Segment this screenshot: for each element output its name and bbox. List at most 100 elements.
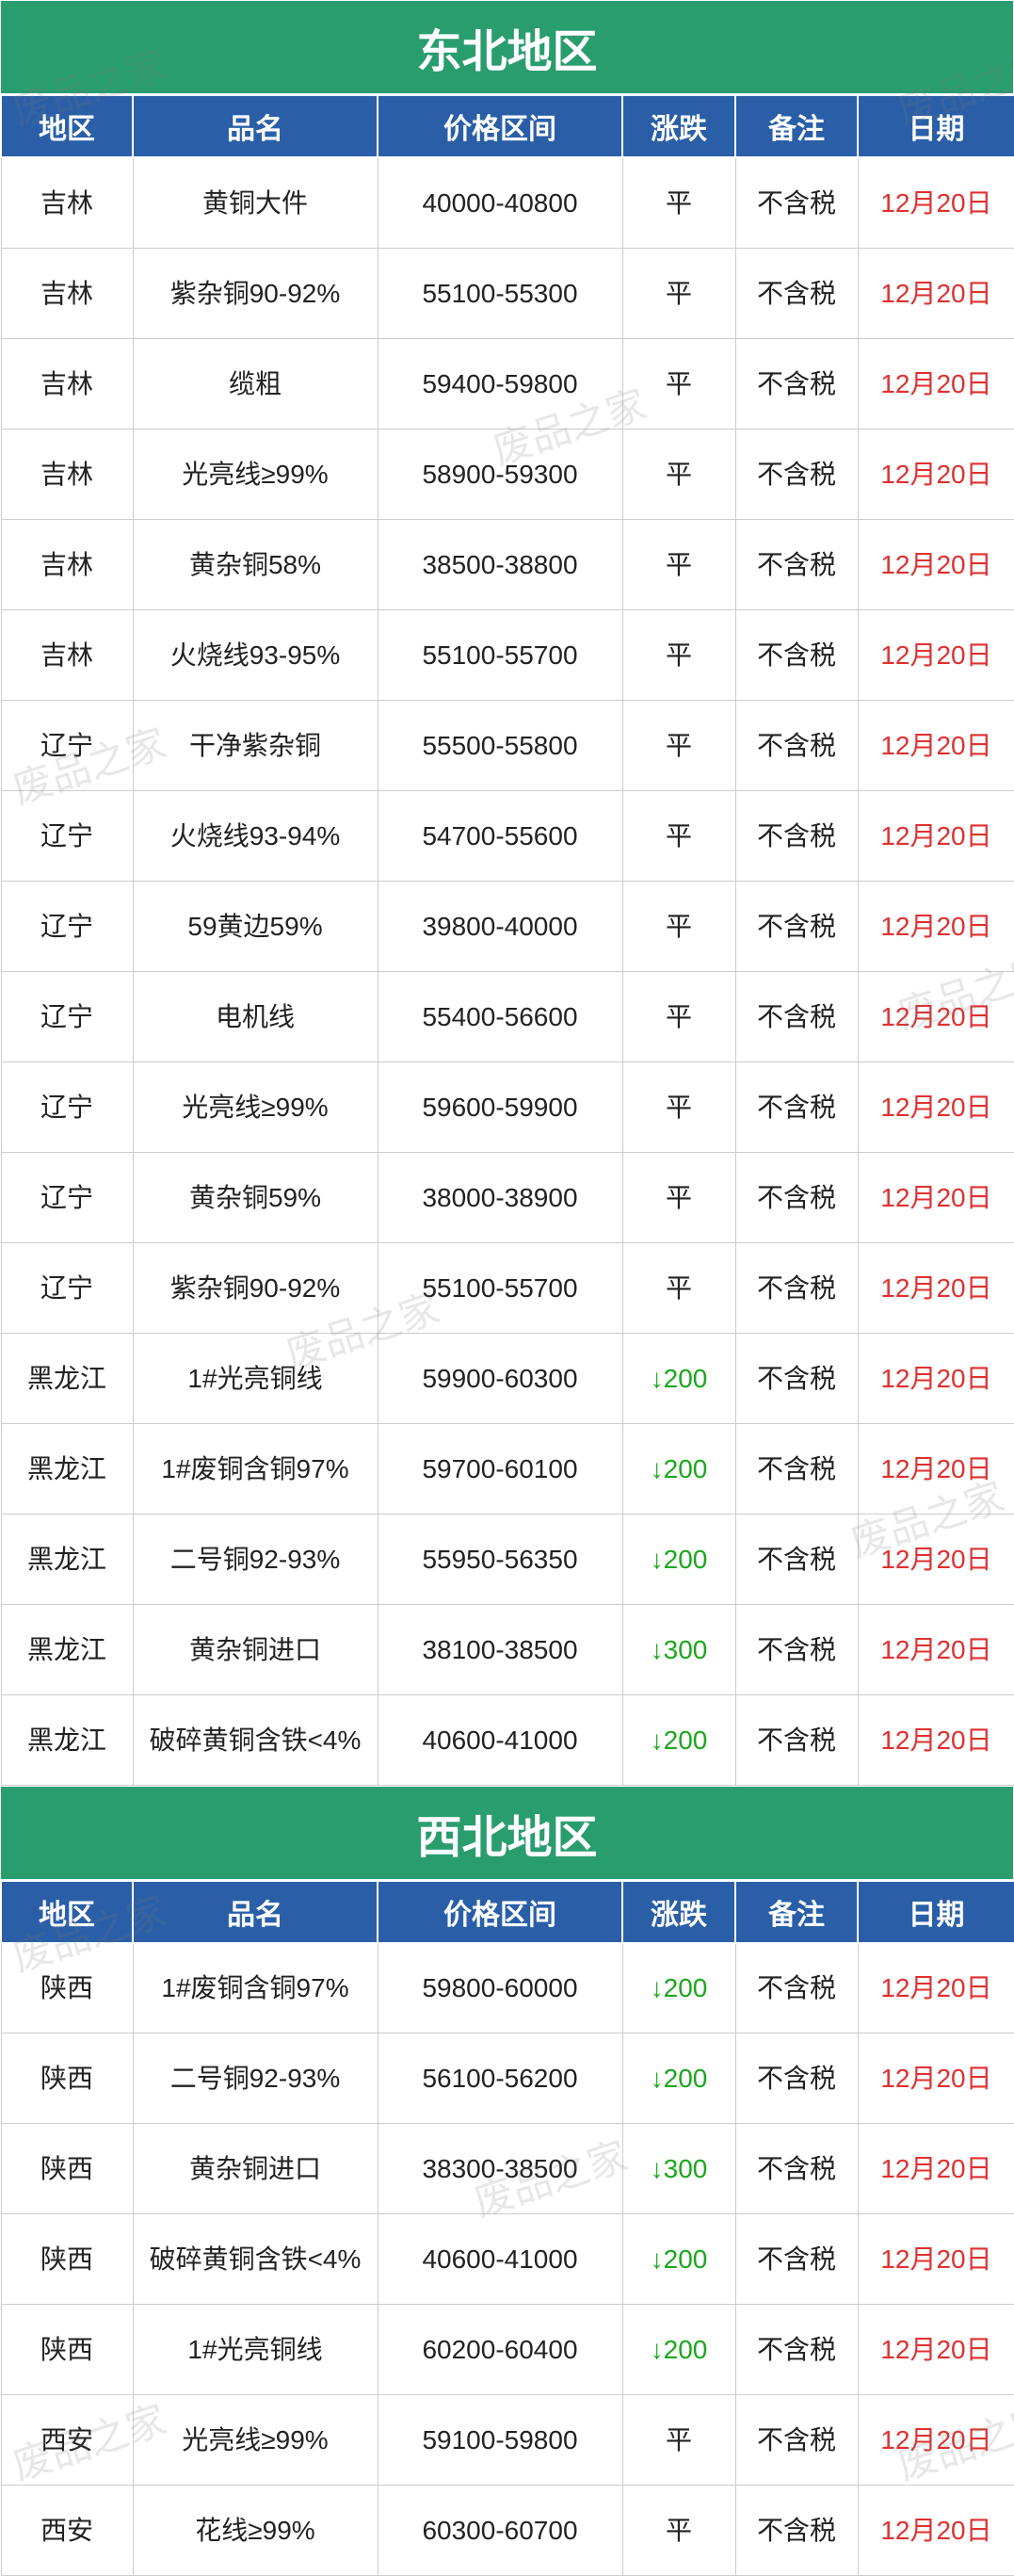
table-row: 黑龙江1#废铜含铜97%59700-60100↓200不含税12月20日 <box>1 1423 1014 1514</box>
note-cell: 不含税 <box>735 338 858 429</box>
region-cell: 陕西 <box>1 2033 133 2124</box>
note-cell: 不含税 <box>735 700 858 790</box>
product-name-cell: 破碎黄铜含铁<4% <box>133 2214 378 2305</box>
price-table: 地区品名价格区间涨跌备注日期陕西1#废铜含铜97%59800-60000↓200… <box>0 1880 1014 2576</box>
note-cell: 不含税 <box>735 1514 858 1604</box>
product-name-cell: 黄铜大件 <box>133 157 378 248</box>
date-cell: 12月20日 <box>858 1423 1014 1514</box>
table-row: 吉林黄杂铜58%38500-38800平不含税12月20日 <box>1 519 1014 609</box>
table-header-cell: 涨跌 <box>622 95 735 157</box>
date-cell: 12月20日 <box>858 338 1014 429</box>
change-cell: ↓200 <box>622 1694 735 1785</box>
price-range-cell: 59900-60300 <box>378 1333 622 1423</box>
price-range-cell: 38300-38500 <box>378 2124 622 2214</box>
change-cell: ↓300 <box>622 2124 735 2214</box>
date-cell: 12月20日 <box>858 609 1014 700</box>
note-cell: 不含税 <box>735 971 858 1061</box>
product-name-cell: 光亮线≥99% <box>133 429 378 519</box>
note-cell: 不含税 <box>735 1604 858 1694</box>
price-range-cell: 59100-59800 <box>378 2395 622 2486</box>
table-row: 辽宁紫杂铜90-92%55100-55700平不含税12月20日 <box>1 1242 1014 1333</box>
note-cell: 不含税 <box>735 519 858 609</box>
price-range-cell: 40600-41000 <box>378 2214 622 2305</box>
price-range-cell: 58900-59300 <box>378 429 622 519</box>
date-cell: 12月20日 <box>858 157 1014 248</box>
table-header-cell: 价格区间 <box>378 95 622 157</box>
date-cell: 12月20日 <box>858 881 1014 971</box>
date-cell: 12月20日 <box>858 1333 1014 1423</box>
price-range-cell: 55100-55700 <box>378 1242 622 1333</box>
note-cell: 不含税 <box>735 157 858 248</box>
change-cell: ↓200 <box>622 1943 735 2033</box>
change-cell: 平 <box>622 519 735 609</box>
table-row: 陕西1#废铜含铜97%59800-60000↓200不含税12月20日 <box>1 1943 1014 2033</box>
note-cell: 不含税 <box>735 429 858 519</box>
table-row: 吉林缆粗59400-59800平不含税12月20日 <box>1 338 1014 429</box>
price-table-container: 东北地区地区品名价格区间涨跌备注日期吉林黄铜大件40000-40800平不含税1… <box>0 0 1014 2576</box>
region-title: 东北地区 <box>0 0 1014 94</box>
change-cell: 平 <box>622 1152 735 1242</box>
price-range-cell: 39800-40000 <box>378 881 622 971</box>
region-cell: 陕西 <box>1 1943 133 2033</box>
product-name-cell: 光亮线≥99% <box>133 2395 378 2486</box>
table-row: 黑龙江破碎黄铜含铁<4%40600-41000↓200不含税12月20日 <box>1 1694 1014 1785</box>
date-cell: 12月20日 <box>858 2486 1014 2576</box>
change-cell: ↓200 <box>622 1423 735 1514</box>
price-range-cell: 60300-60700 <box>378 2486 622 2576</box>
region-cell: 黑龙江 <box>1 1423 133 1514</box>
change-cell: 平 <box>622 248 735 338</box>
region-cell: 西安 <box>1 2395 133 2486</box>
region-cell: 陕西 <box>1 2124 133 2214</box>
table-row: 陕西黄杂铜进口38300-38500↓300不含税12月20日 <box>1 2124 1014 2214</box>
note-cell: 不含税 <box>735 2486 858 2576</box>
region-cell: 黑龙江 <box>1 1694 133 1785</box>
change-cell: ↓200 <box>622 2214 735 2305</box>
table-row: 黑龙江黄杂铜进口38100-38500↓300不含税12月20日 <box>1 1604 1014 1694</box>
change-cell: 平 <box>622 429 735 519</box>
change-cell: 平 <box>622 157 735 248</box>
table-header-cell: 备注 <box>735 1881 858 1943</box>
note-cell: 不含税 <box>735 2305 858 2395</box>
date-cell: 12月20日 <box>858 1242 1014 1333</box>
product-name-cell: 破碎黄铜含铁<4% <box>133 1694 378 1785</box>
date-cell: 12月20日 <box>858 790 1014 881</box>
note-cell: 不含税 <box>735 1943 858 2033</box>
change-cell: 平 <box>622 700 735 790</box>
product-name-cell: 二号铜92-93% <box>133 2033 378 2124</box>
date-cell: 12月20日 <box>858 429 1014 519</box>
region-cell: 吉林 <box>1 157 133 248</box>
region-cell: 黑龙江 <box>1 1514 133 1604</box>
price-range-cell: 55950-56350 <box>378 1514 622 1604</box>
table-row: 西安花线≥99%60300-60700平不含税12月20日 <box>1 2486 1014 2576</box>
date-cell: 12月20日 <box>858 1152 1014 1242</box>
region-cell: 吉林 <box>1 338 133 429</box>
table-header-cell: 品名 <box>133 95 378 157</box>
table-row: 吉林火烧线93-95%55100-55700平不含税12月20日 <box>1 609 1014 700</box>
table-header-row: 地区品名价格区间涨跌备注日期 <box>1 95 1014 157</box>
price-table: 地区品名价格区间涨跌备注日期吉林黄铜大件40000-40800平不含税12月20… <box>0 94 1014 1786</box>
table-row: 黑龙江二号铜92-93%55950-56350↓200不含税12月20日 <box>1 1514 1014 1604</box>
region-title: 西北地区 <box>0 1786 1014 1880</box>
product-name-cell: 黄杂铜进口 <box>133 2124 378 2214</box>
note-cell: 不含税 <box>735 881 858 971</box>
price-range-cell: 55100-55300 <box>378 248 622 338</box>
change-cell: 平 <box>622 881 735 971</box>
price-range-cell: 40000-40800 <box>378 157 622 248</box>
region-cell: 辽宁 <box>1 1152 133 1242</box>
price-range-cell: 55500-55800 <box>378 700 622 790</box>
region-cell: 辽宁 <box>1 971 133 1061</box>
change-cell: ↓200 <box>622 1333 735 1423</box>
region-cell: 吉林 <box>1 519 133 609</box>
note-cell: 不含税 <box>735 790 858 881</box>
table-row: 辽宁黄杂铜59%38000-38900平不含税12月20日 <box>1 1152 1014 1242</box>
product-name-cell: 花线≥99% <box>133 2486 378 2576</box>
price-range-cell: 38100-38500 <box>378 1604 622 1694</box>
region-cell: 辽宁 <box>1 790 133 881</box>
note-cell: 不含税 <box>735 1423 858 1514</box>
price-range-cell: 59600-59900 <box>378 1061 622 1152</box>
note-cell: 不含税 <box>735 2395 858 2486</box>
region-cell: 辽宁 <box>1 700 133 790</box>
note-cell: 不含税 <box>735 248 858 338</box>
note-cell: 不含税 <box>735 609 858 700</box>
product-name-cell: 黄杂铜进口 <box>133 1604 378 1694</box>
